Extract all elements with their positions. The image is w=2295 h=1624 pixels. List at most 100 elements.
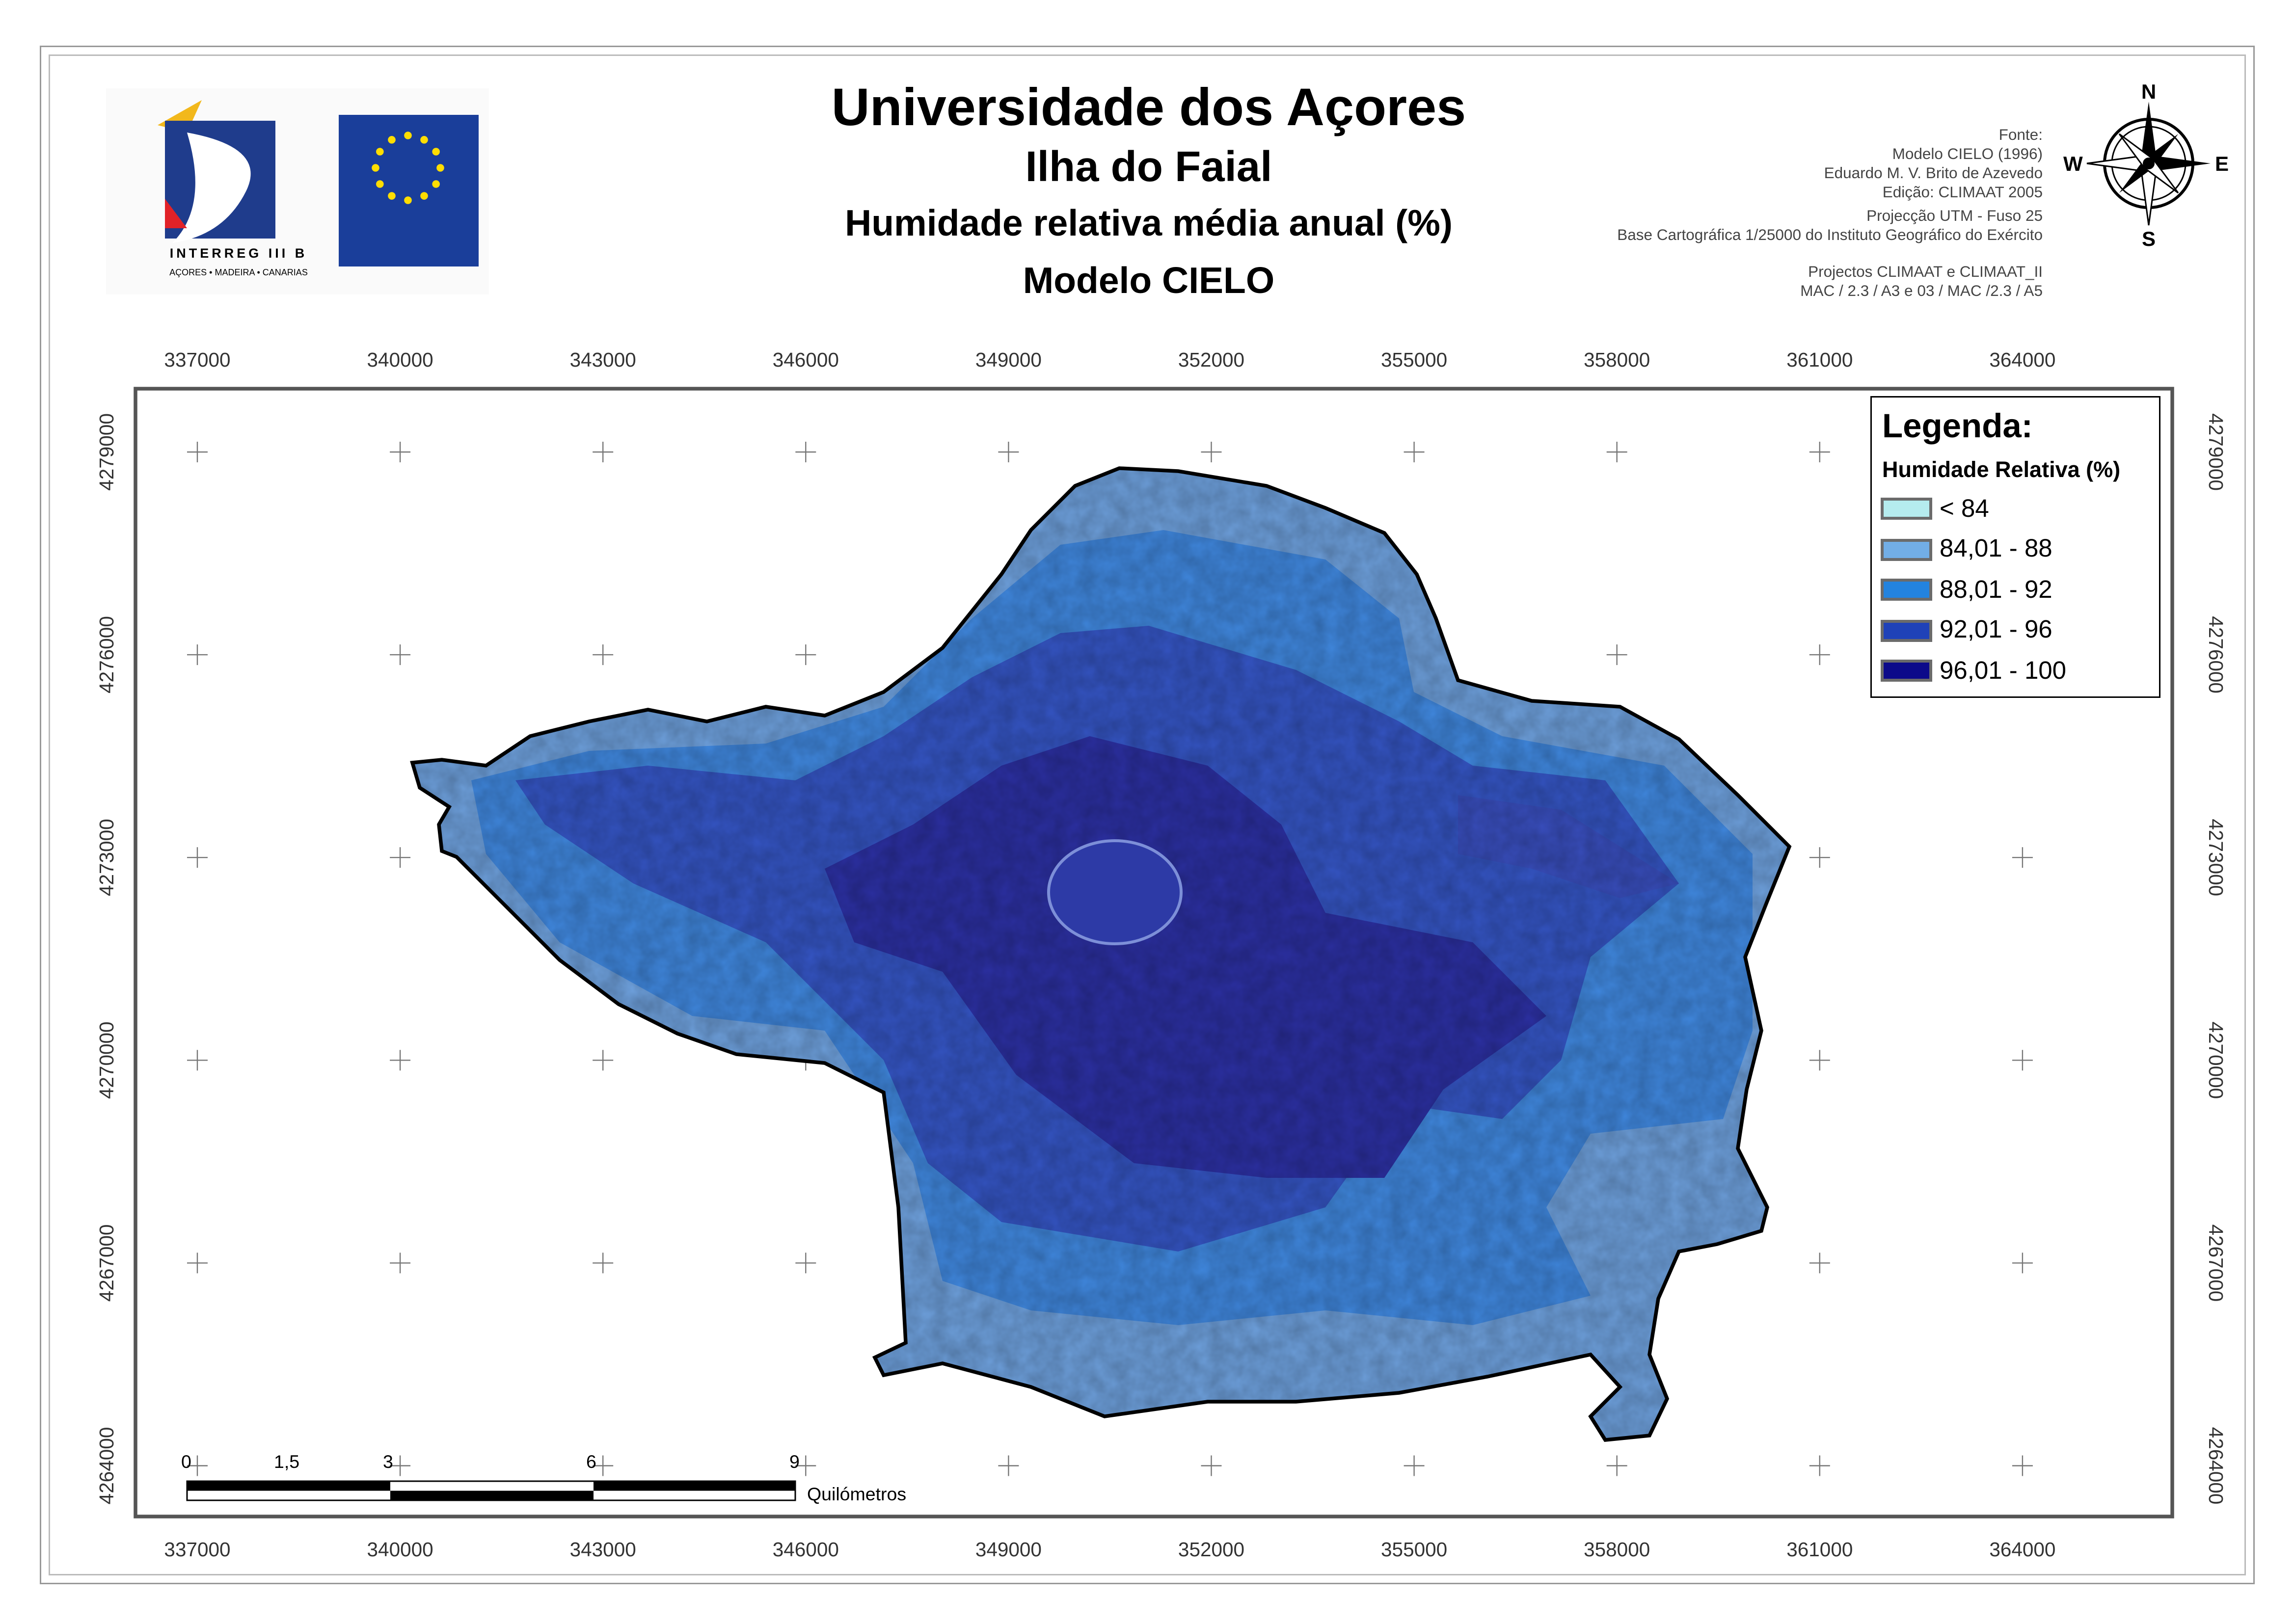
grid-cross-icon xyxy=(390,644,411,666)
grid-cross-icon xyxy=(390,847,411,868)
y-tick-label: 4267000 xyxy=(2205,1225,2227,1302)
projection-note: Projecção UTM - Fuso 25 xyxy=(1866,208,2043,225)
grid-cross-icon xyxy=(1809,1252,1830,1274)
grid-cross-icon xyxy=(1809,1455,1830,1476)
legend-item: 84,01 - 88 xyxy=(1881,530,2159,570)
legend-swatch xyxy=(1881,538,1932,561)
source-line: Edição: CLIMAAT 2005 xyxy=(1882,184,2043,202)
x-tick-label: 361000 xyxy=(1786,348,1853,371)
y-tick-label: 4270000 xyxy=(95,1021,118,1099)
grid-cross-icon xyxy=(795,644,816,666)
grid-cross-icon xyxy=(998,442,1019,462)
projects-note: Projectos CLIMAAT e CLIMAAT_II xyxy=(1808,264,2043,281)
grid-cross-icon xyxy=(2012,1252,2033,1274)
scale-label: 9 xyxy=(789,1452,800,1472)
grid-cross-icon xyxy=(1809,644,1830,666)
y-tick-label: 4264000 xyxy=(2205,1427,2227,1505)
source-notes: Fonte: Modelo CIELO (1996) Eduardo M. V.… xyxy=(1617,127,2043,302)
grid-cross-icon xyxy=(795,1455,816,1476)
legend-subtitle: Humidade Relativa (%) xyxy=(1882,458,2121,483)
x-tick-label: 355000 xyxy=(1381,348,1447,371)
x-tick-label: 346000 xyxy=(773,1538,839,1561)
inner-border xyxy=(49,54,2246,1575)
grid-cross-icon xyxy=(1809,442,1830,462)
legend-swatch xyxy=(1881,660,1932,682)
y-tick-label: 4276000 xyxy=(95,616,118,693)
legend-label: 84,01 - 88 xyxy=(1940,534,2052,563)
legend-swatch xyxy=(1881,619,1932,642)
grid-cross-icon xyxy=(593,442,614,462)
legend-label: 92,01 - 96 xyxy=(1940,615,2052,644)
map-frame xyxy=(134,387,2174,1518)
legend-item: 92,01 - 96 xyxy=(1881,611,2159,651)
y-tick-label: 4279000 xyxy=(2205,413,2227,491)
y-tick-label: 4267000 xyxy=(95,1225,118,1302)
legend-title: Legenda: xyxy=(1882,406,2033,445)
grid-cross-icon xyxy=(593,644,614,666)
legend: Legenda: Humidade Relativa (%) < 84 84,01… xyxy=(1870,396,2160,698)
x-tick-label: 340000 xyxy=(367,1538,433,1561)
compass-n: N xyxy=(2141,80,2156,103)
compass-e: E xyxy=(2215,152,2229,175)
grid-cross-icon xyxy=(187,442,208,462)
grid-cross-icon xyxy=(1606,442,1627,462)
grid-cross-icon xyxy=(187,1455,208,1476)
source-line: Fonte: xyxy=(1998,127,2043,144)
scale-bar xyxy=(186,1480,796,1501)
feder-logo: FEDER xyxy=(339,115,595,266)
base-note: Base Cartográfica 1/25000 do Instituto G… xyxy=(1617,227,2043,244)
grid-cross-icon xyxy=(1809,847,1830,868)
grid-cross-icon xyxy=(593,1252,614,1274)
coastline xyxy=(410,466,1792,1442)
grid-cross-icon xyxy=(1606,1455,1627,1476)
grid-cross-icon xyxy=(1201,442,1222,462)
variable-title: Humidade relativa média anual (%) xyxy=(845,203,1453,244)
grid-cross-icon xyxy=(390,1252,411,1274)
island-title: Ilha do Faial xyxy=(1025,144,1272,191)
compass-s: S xyxy=(2142,227,2156,250)
scale-label: 6 xyxy=(586,1452,596,1472)
legend-label: < 84 xyxy=(1940,494,1989,523)
x-tick-label: 358000 xyxy=(1584,348,1650,371)
island-faial xyxy=(412,468,1789,1440)
y-tick-label: 4273000 xyxy=(2205,819,2227,896)
y-tick-label: 4276000 xyxy=(2205,616,2227,693)
x-tick-label: 343000 xyxy=(570,348,636,371)
projects-note: MAC / 2.3 / A3 e 03 / MAC /2.3 / A5 xyxy=(1800,283,2043,300)
grid-cross-icon xyxy=(593,1455,614,1476)
compass-w: W xyxy=(2063,152,2083,175)
grid-cross-icon xyxy=(1606,644,1627,666)
grid-cross-icon xyxy=(2012,847,2033,868)
grid-cross-icon xyxy=(390,1455,411,1476)
grid-cross-icon xyxy=(998,1455,1019,1476)
x-tick-label: 352000 xyxy=(1178,1538,1244,1561)
grid-cross-icon xyxy=(187,644,208,666)
grid-cross-icon xyxy=(390,1050,411,1071)
legend-label: 96,01 - 100 xyxy=(1940,656,2067,685)
grid-cross-icon xyxy=(1404,442,1425,462)
model-title: Modelo CIELO xyxy=(1023,261,1275,302)
x-tick-label: 343000 xyxy=(570,1538,636,1561)
x-tick-label: 349000 xyxy=(975,348,1042,371)
compass-rose-icon: N S E W xyxy=(2063,80,2229,250)
scale-label: 1,5 xyxy=(274,1452,300,1472)
x-tick-label: 346000 xyxy=(773,348,839,371)
grid-cross-icon xyxy=(187,1252,208,1274)
outer-border xyxy=(40,46,2255,1584)
legend-item: 88,01 - 92 xyxy=(1881,570,2159,611)
grid-cross-icon xyxy=(2012,1455,2033,1476)
eu-stars-icon xyxy=(372,132,444,204)
x-tick-label: 340000 xyxy=(367,348,433,371)
grid-cross-icon xyxy=(187,1050,208,1071)
grid-cross-icon xyxy=(2012,1050,2033,1071)
grid-cross-icon xyxy=(795,442,816,462)
legend-label: 88,01 - 92 xyxy=(1940,575,2052,604)
x-tick-label: 358000 xyxy=(1584,1538,1650,1561)
x-tick-label: 355000 xyxy=(1381,1538,1447,1561)
scale-label: 3 xyxy=(383,1452,393,1472)
y-tick-label: 4279000 xyxy=(95,413,118,491)
legend-item: 96,01 - 100 xyxy=(1881,651,2159,692)
x-tick-label: 361000 xyxy=(1786,1538,1853,1561)
